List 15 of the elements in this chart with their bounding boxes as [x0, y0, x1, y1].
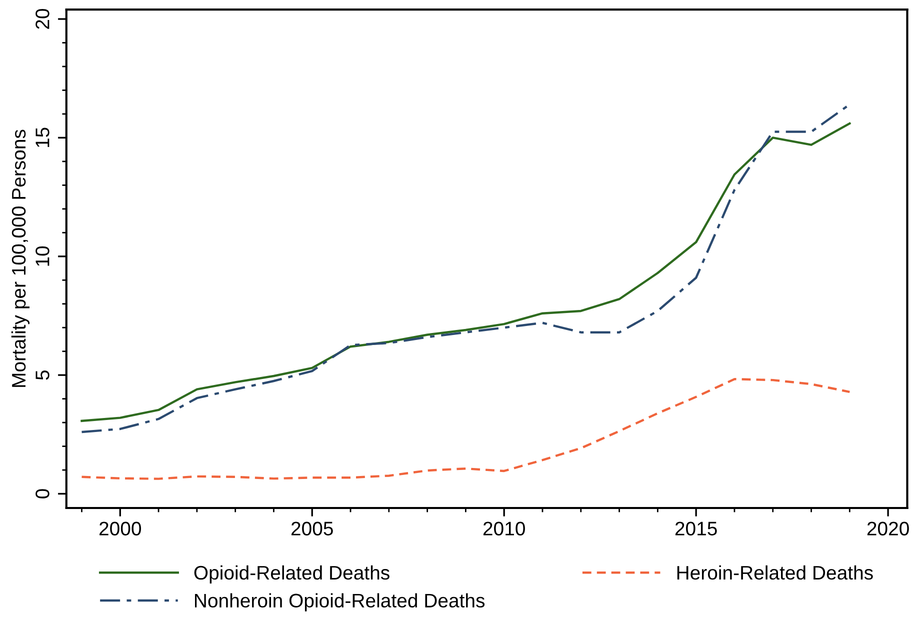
y-tick-label: 15 [36, 128, 50, 148]
y-tick-label: 20 [36, 8, 50, 29]
legend-label: Opioid-Related Deaths [194, 565, 390, 584]
y-axis-title: Mortality per 100,000 Persons [11, 130, 30, 387]
y-tick-label: 10 [36, 246, 50, 266]
legend-label: Nonheroin Opioid-Related Deaths [195, 593, 485, 612]
x-tick-label: 2015 [675, 522, 717, 536]
y-tick-label: 0 [36, 489, 50, 498]
line-series [80, 378, 851, 480]
y-tick-label: 5 [36, 370, 50, 380]
x-tick-label: 2020 [867, 522, 909, 536]
x-tick-label: 2005 [291, 522, 333, 536]
x-tick-label: 2000 [99, 522, 142, 536]
legend-label: Heroin-Related Deaths [677, 565, 873, 580]
x-tick-label: 2010 [483, 522, 525, 536]
